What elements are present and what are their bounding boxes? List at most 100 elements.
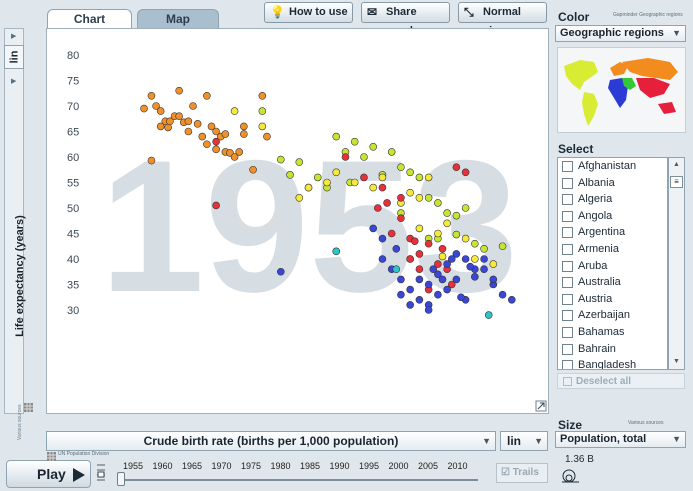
country-bubble-middle_east[interactable]	[369, 183, 378, 192]
speed-slider-icon[interactable]	[95, 462, 107, 486]
country-bubble-americas[interactable]	[471, 239, 479, 248]
country-bubble-europe[interactable]	[156, 122, 165, 131]
country-bubble-europe[interactable]	[249, 165, 257, 174]
country-bubble-middle_east[interactable]	[230, 107, 239, 115]
country-bubble-europe[interactable]	[184, 127, 193, 136]
country-bubble-asia[interactable]	[461, 168, 470, 177]
country-bubble-americas[interactable]	[258, 107, 267, 115]
country-bubble-asia[interactable]	[378, 183, 387, 192]
scrollbar-thumb[interactable]: ≡	[670, 176, 683, 188]
country-bubble-asia[interactable]	[360, 173, 368, 182]
country-bubble-europe[interactable]	[152, 102, 160, 110]
country-bubble-africa[interactable]	[429, 265, 438, 273]
country-bubble-europe[interactable]	[198, 132, 207, 141]
country-bubble-africa[interactable]	[424, 280, 433, 289]
country-bubble-middle_east[interactable]	[415, 224, 424, 233]
country-bubble-americas[interactable]	[424, 194, 433, 202]
country-bubble-asia[interactable]	[410, 237, 419, 245]
country-bubble-middle_east[interactable]	[332, 168, 341, 177]
country-bubble-americas[interactable]	[461, 204, 470, 212]
country-list-item[interactable]: Australia	[558, 274, 667, 291]
country-list-item[interactable]: Albania	[558, 175, 667, 192]
x-axis-indicator-selector[interactable]: Crude birth rate (births per 1,000 popul…	[46, 431, 496, 451]
country-bubble-americas[interactable]	[434, 199, 442, 207]
country-bubble-europe[interactable]	[175, 112, 183, 120]
deselect-all-button[interactable]: Deselect all	[557, 373, 685, 389]
country-list-item[interactable]: Argentina	[558, 224, 667, 241]
country-bubble-africa[interactable]	[443, 260, 451, 268]
country-bubble-americas[interactable]	[360, 153, 368, 161]
country-bubble-asia[interactable]	[406, 255, 414, 263]
country-bubble-africa[interactable]	[498, 290, 507, 299]
country-bubble-middle_east[interactable]	[489, 260, 498, 268]
scroll-up-icon[interactable]: ▲	[673, 161, 680, 168]
country-list-item[interactable]: Aruba	[558, 258, 667, 275]
country-checkbox[interactable]	[562, 210, 573, 222]
country-bubble-asia[interactable]	[374, 204, 382, 212]
country-checkbox[interactable]	[562, 260, 573, 272]
country-bubble-americas[interactable]	[295, 158, 304, 166]
country-bubble-africa[interactable]	[480, 265, 488, 273]
country-bubble-africa[interactable]	[378, 255, 387, 263]
timeline-handle[interactable]	[117, 472, 125, 486]
country-list-item[interactable]: Angola	[558, 208, 667, 225]
how-to-use-button[interactable]: 💡 How to use	[264, 2, 353, 23]
country-list-item[interactable]: Bahrain	[558, 341, 667, 358]
scroll-down-icon[interactable]: ▼	[673, 358, 680, 365]
country-checkbox[interactable]	[562, 177, 573, 189]
country-bubble-africa[interactable]	[457, 293, 465, 302]
country-bubble-middle_east[interactable]	[438, 252, 447, 261]
country-bubble-africa[interactable]	[277, 267, 285, 276]
country-bubble-asia[interactable]	[212, 201, 220, 210]
country-bubble-asia[interactable]	[447, 280, 456, 289]
country-bubble-africa[interactable]	[392, 245, 401, 253]
country-bubble-americas[interactable]	[480, 245, 488, 253]
country-bubble-asia[interactable]	[397, 214, 405, 222]
country-bubble-africa[interactable]	[369, 224, 378, 233]
country-bubble-oceania[interactable]	[484, 311, 493, 319]
country-bubble-middle_east[interactable]	[295, 194, 304, 202]
country-checkbox[interactable]	[562, 293, 573, 305]
country-checkbox[interactable]	[562, 243, 573, 255]
country-bubble-europe[interactable]	[147, 156, 156, 165]
normal-view-button[interactable]: ⤡ Normal view	[458, 2, 547, 37]
country-bubble-americas[interactable]	[387, 148, 396, 156]
country-bubble-europe[interactable]	[184, 117, 193, 126]
country-bubble-europe[interactable]	[140, 104, 148, 113]
country-bubble-asia[interactable]	[415, 250, 424, 258]
country-checkbox[interactable]	[562, 343, 573, 355]
country-bubble-asia[interactable]	[415, 265, 424, 273]
country-bubble-asia[interactable]	[383, 199, 391, 207]
country-bubble-europe[interactable]	[212, 145, 220, 154]
country-bubble-europe[interactable]	[258, 92, 267, 100]
country-bubble-americas[interactable]	[397, 163, 405, 171]
country-bubble-africa[interactable]	[507, 295, 516, 304]
country-checkbox[interactable]	[562, 277, 573, 289]
country-bubble-africa[interactable]	[406, 301, 414, 309]
country-bubble-africa[interactable]	[466, 262, 475, 271]
country-bubble-africa[interactable]	[406, 285, 414, 294]
country-bubble-europe[interactable]	[203, 140, 211, 149]
trails-checkbox[interactable]: ☑ Trails	[496, 463, 548, 483]
country-bubble-americas[interactable]	[277, 155, 285, 164]
country-bubble-middle_east[interactable]	[461, 234, 470, 243]
country-bubble-americas[interactable]	[452, 211, 461, 220]
country-bubble-middle_east[interactable]	[258, 122, 267, 131]
country-bubble-europe[interactable]	[175, 86, 183, 95]
country-bubble-europe[interactable]	[147, 92, 156, 100]
country-bubble-asia[interactable]	[212, 137, 220, 146]
country-bubble-middle_east[interactable]	[434, 229, 442, 238]
country-bubble-europe[interactable]	[207, 122, 216, 131]
country-bubble-africa[interactable]	[397, 290, 405, 299]
country-bubble-europe[interactable]	[263, 132, 271, 141]
country-bubble-oceania[interactable]	[332, 247, 341, 256]
country-bubble-asia[interactable]	[397, 194, 405, 202]
country-bubble-europe[interactable]	[235, 148, 244, 156]
country-bubble-oceania[interactable]	[392, 265, 401, 273]
grid-icon[interactable]	[24, 403, 33, 412]
country-bubble-middle_east[interactable]	[378, 173, 387, 182]
country-list-item[interactable]: Austria	[558, 291, 667, 308]
country-checkbox[interactable]	[562, 161, 573, 172]
country-bubble-asia[interactable]	[438, 245, 447, 253]
country-bubble-middle_east[interactable]	[406, 188, 414, 197]
